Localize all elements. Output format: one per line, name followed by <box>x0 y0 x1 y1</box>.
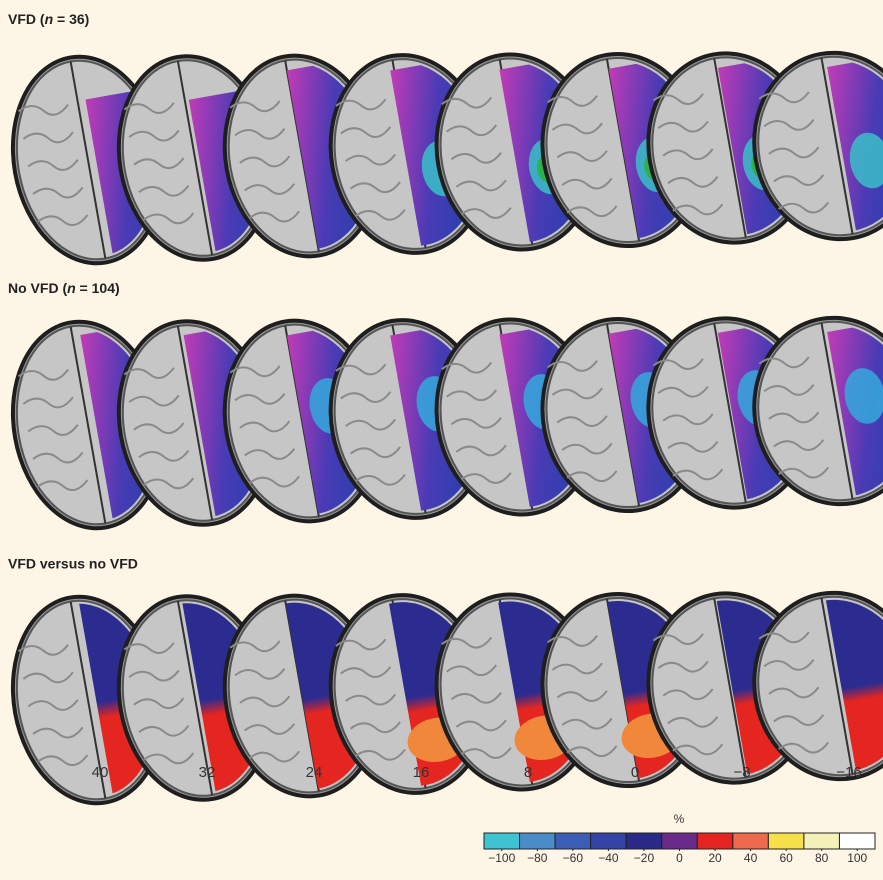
figure: VFD (n = 36) No VFD (n = 104) VFD versus… <box>0 0 883 880</box>
colorbar-tick-label: 100 <box>847 851 867 865</box>
colorbar-box <box>768 833 804 849</box>
slice-label: 24 <box>306 764 323 781</box>
colorbar-tick-label: −100 <box>488 851 515 865</box>
colorbar-box <box>839 833 875 849</box>
colorbar-box <box>697 833 733 849</box>
slice-label: 0 <box>631 764 639 781</box>
colorbar-box <box>555 833 591 849</box>
colorbar-tick-label: 60 <box>779 851 793 865</box>
colorbar-box <box>804 833 840 849</box>
slice-label: 8 <box>524 764 532 781</box>
colorbar-tick-label: −60 <box>563 851 584 865</box>
brain-slices <box>0 36 883 818</box>
colorbar-tick-label: −40 <box>598 851 619 865</box>
colorbar-box <box>591 833 627 849</box>
colorbar-tick-label: −20 <box>634 851 655 865</box>
colorbar-tick-label: 40 <box>744 851 758 865</box>
slice-label: 16 <box>413 764 430 781</box>
slice-label: −8 <box>733 764 750 781</box>
colorbar-box <box>733 833 769 849</box>
slice-label: 32 <box>199 764 216 781</box>
colorbar: −100 −80 −60 −40 −20 0 20 40 60 80 100 <box>484 833 875 865</box>
colorbar-tick-label: −80 <box>527 851 548 865</box>
colorbar-box <box>626 833 662 849</box>
slice-label: 40 <box>92 764 109 781</box>
panel-title: VFD (n = 36) <box>8 11 89 27</box>
colorbar-unit: % <box>674 812 685 826</box>
colorbar-tick-label: 0 <box>676 851 683 865</box>
colorbar-tick-label: 80 <box>815 851 829 865</box>
colorbar-box <box>484 833 520 849</box>
panel-title: No VFD (n = 104) <box>8 280 120 296</box>
panel-title: VFD versus no VFD <box>8 556 138 572</box>
colorbar-tick-label: 20 <box>708 851 722 865</box>
slice-label: −16 <box>836 764 861 781</box>
colorbar-box <box>520 833 556 849</box>
colorbar-box <box>662 833 698 849</box>
